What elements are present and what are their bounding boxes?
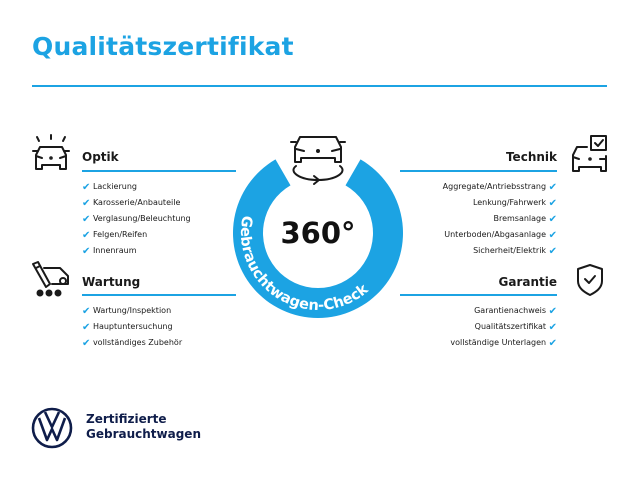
check-icon: ✔ <box>82 182 91 193</box>
garantie-list: Garantienachweis ✔ Qualitätszertifikat ✔… <box>450 303 557 351</box>
check-icon: ✔ <box>548 306 557 317</box>
list-item: ✔ Verglasung/Beleuchtung <box>82 214 191 225</box>
garantie-divider <box>400 294 557 296</box>
list-item: Lenkung/Fahrwerk ✔ <box>472 198 557 209</box>
vw-logo <box>31 407 73 449</box>
check-icon: ✔ <box>82 306 91 317</box>
technik-divider <box>400 170 557 172</box>
list-item: Qualitätszertifikat ✔ <box>474 322 557 333</box>
list-item: Garantienachweis ✔ <box>474 306 557 317</box>
list-item: Sicherheit/Elektrik ✔ <box>473 246 557 257</box>
check-icon: ✔ <box>82 198 91 209</box>
brand-line-2: Gebrauchtwagen <box>86 427 201 441</box>
list-item: ✔ Innenraum <box>82 246 137 257</box>
check-icon: ✔ <box>548 246 557 257</box>
service-van-icon <box>32 261 69 297</box>
optik-heading: Optik <box>82 150 119 164</box>
brand-line-1: Zertifizierte <box>86 412 167 426</box>
list-item: Aggregate/Antriebsstrang ✔ <box>442 182 557 193</box>
optik-divider <box>82 170 236 172</box>
brand-text: Zertifizierte Gebrauchtwagen <box>86 412 201 442</box>
check-icon: ✔ <box>82 214 91 225</box>
check-icon: ✔ <box>548 338 557 349</box>
wartung-heading: Wartung <box>82 275 141 289</box>
check-icon: ✔ <box>548 322 557 333</box>
check-icon: ✔ <box>82 322 91 333</box>
page-title: Qualitätszertifikat <box>32 32 294 61</box>
car-checkbox-icon <box>572 135 607 172</box>
list-item: Unterboden/Abgasanlage ✔ <box>444 230 557 241</box>
list-item: ✔ vollständiges Zubehör <box>82 338 183 349</box>
list-item: ✔ Felgen/Reifen <box>82 230 148 241</box>
garantie-heading: Garantie <box>498 275 558 289</box>
list-item: ✔ Lackierung <box>82 182 137 193</box>
shield-check-icon <box>577 264 603 296</box>
check-icon: ✔ <box>82 230 91 241</box>
list-item: Bremsanlage ✔ <box>493 214 557 225</box>
wartung-list: ✔ Wartung/Inspektion ✔ Hauptuntersuchung… <box>82 303 182 351</box>
degrees-label: 360° <box>280 216 355 250</box>
list-item: vollständige Unterlagen ✔ <box>450 338 557 349</box>
list-item: ✔ Hauptuntersuchung <box>82 322 173 333</box>
list-item: ✔ Wartung/Inspektion <box>82 306 172 317</box>
check-icon: ✔ <box>82 246 91 257</box>
check-icon: ✔ <box>548 198 557 209</box>
check-icon: ✔ <box>82 338 91 349</box>
list-item: ✔ Karosserie/Anbauteile <box>82 198 181 209</box>
car-rotate-icon <box>290 136 346 185</box>
optik-list: ✔ Lackierung ✔ Karosserie/Anbauteile ✔ V… <box>82 179 191 259</box>
title-divider <box>32 85 607 87</box>
technik-heading: Technik <box>505 150 557 164</box>
ring-shape <box>233 159 403 319</box>
car-lights-icon <box>32 134 70 170</box>
check-icon: ✔ <box>548 230 557 241</box>
technik-list: Aggregate/Antriebsstrang ✔ Lenkung/Fahrw… <box>443 179 557 259</box>
check-icon: ✔ <box>548 214 557 225</box>
check-icon: ✔ <box>548 182 557 193</box>
wartung-divider <box>82 294 236 296</box>
